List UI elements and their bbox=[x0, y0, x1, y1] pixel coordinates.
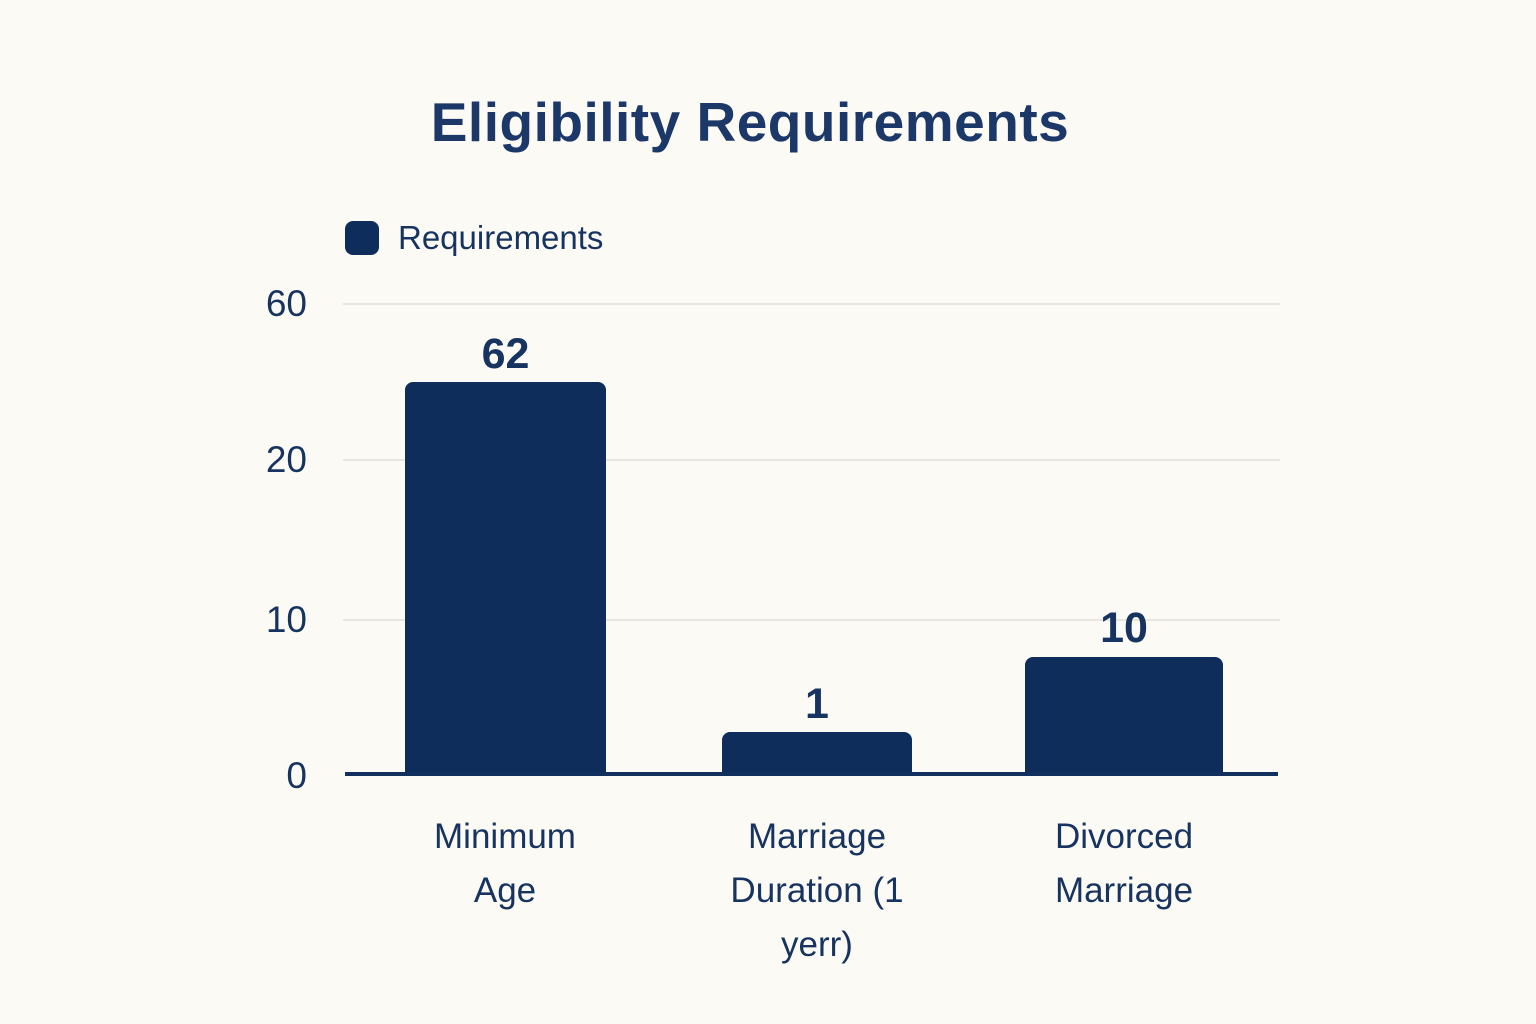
legend-label: Requirements bbox=[398, 219, 604, 256]
category-label-marriage-duration: Marriage Duration (1 yerr) bbox=[730, 817, 904, 964]
category-label-minimum-age: Minimum Age bbox=[434, 817, 576, 910]
y-tick-20: 20 bbox=[265, 439, 307, 480]
x-axis-line bbox=[345, 772, 1278, 776]
y-tick-0: 0 bbox=[286, 755, 307, 796]
bar-marriage-duration bbox=[722, 732, 912, 772]
y-tick-10: 10 bbox=[265, 599, 307, 640]
gridline-60 bbox=[343, 303, 1280, 305]
gridline-10 bbox=[343, 619, 1280, 621]
bar-value-marriage-duration: 1 bbox=[805, 680, 829, 728]
bar-value-divorced-marriage: 10 bbox=[1100, 604, 1148, 652]
category-label-divorced-marriage: Divorced Marriage bbox=[1054, 817, 1194, 910]
bar-value-minimum-age: 62 bbox=[481, 330, 530, 378]
legend-swatch-icon bbox=[345, 221, 379, 255]
y-tick-60: 60 bbox=[265, 283, 307, 324]
gridline-20 bbox=[343, 459, 1280, 461]
legend: Requirements bbox=[345, 219, 603, 257]
bar-divorced-marriage bbox=[1025, 657, 1223, 772]
chart-title: Eligibility Requirements bbox=[430, 91, 1070, 153]
bar-minimum-age bbox=[405, 382, 606, 772]
